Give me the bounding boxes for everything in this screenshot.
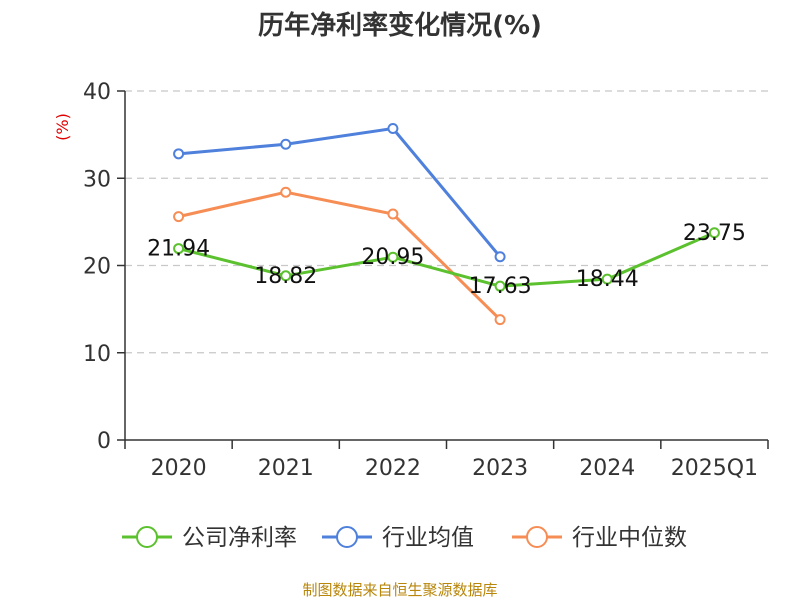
x-tick-label: 2025Q1: [671, 456, 758, 481]
series-layer: [173, 123, 720, 326]
series-line-2: [178, 190, 502, 321]
data-point: [387, 251, 399, 263]
y-tick-label: 40: [83, 80, 111, 105]
data-label: 21.94: [147, 237, 210, 262]
y-tick-label: 10: [83, 342, 111, 367]
x-tick-label: 2024: [579, 456, 635, 481]
y-tick-label: 0: [97, 429, 111, 454]
data-point: [173, 148, 185, 160]
grid-layer: [125, 90, 768, 354]
chart-title: 历年净利率变化情况(%): [258, 10, 542, 41]
data-point: [280, 138, 292, 150]
y-tick-label: 20: [83, 255, 111, 280]
data-source-note: 制图数据来自恒生聚源数据库: [302, 581, 497, 599]
x-tick-label: 2021: [258, 456, 314, 481]
axis-layer: 0 10 20 30 40 2020 2021 2022 2023 2024 2025Q1: [83, 80, 769, 481]
data-point: [494, 280, 506, 292]
data-label: 17.63: [469, 274, 532, 299]
data-label: 18.44: [576, 267, 639, 292]
data-label: 18.82: [254, 264, 317, 289]
data-label: 20.95: [361, 245, 424, 270]
data-point: [494, 314, 506, 326]
data-label-layer: 21.94 18.82 20.95 17.63 18.44 23.75: [147, 221, 746, 299]
data-point: [708, 227, 720, 239]
legend: 公司净利率 行业均值 行业中位数: [122, 525, 687, 551]
series-line-1: [178, 127, 502, 258]
x-tick-label: 2020: [151, 456, 207, 481]
legend-label: 行业均值: [382, 525, 474, 551]
data-point: [387, 123, 399, 135]
data-point: [173, 243, 185, 255]
legend-marker-1: [336, 526, 358, 548]
legend-label: 行业中位数: [572, 525, 687, 551]
legend-marker-2: [526, 526, 548, 548]
y-tick-label: 30: [83, 167, 111, 192]
data-point: [494, 251, 506, 263]
data-label: 23.75: [683, 221, 746, 246]
data-point: [280, 186, 292, 198]
x-tick-label: 2022: [365, 456, 421, 481]
x-tick-label: 2023: [472, 456, 528, 481]
data-point: [601, 273, 613, 285]
y-axis-unit-label: (%): [53, 113, 72, 141]
legend-label: 公司净利率: [182, 525, 297, 551]
data-point: [280, 270, 292, 282]
data-point: [173, 211, 185, 223]
series-line-0: [178, 231, 716, 288]
data-point: [387, 208, 399, 220]
legend-marker-0: [136, 526, 158, 548]
